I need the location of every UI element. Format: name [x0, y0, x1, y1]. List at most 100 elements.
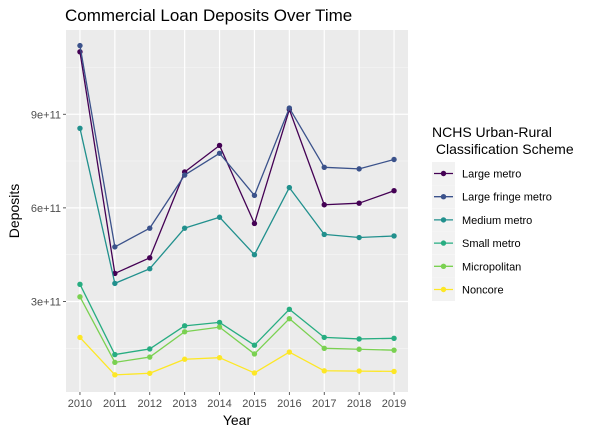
data-point	[356, 346, 362, 352]
x-tick-label: 2017	[312, 398, 336, 410]
data-point	[286, 105, 293, 111]
data-point	[147, 354, 153, 360]
data-point	[112, 359, 118, 366]
data-point	[77, 281, 83, 288]
series-2	[77, 125, 397, 287]
legend-key-point	[440, 263, 447, 269]
series-line	[79, 51, 395, 275]
data-point	[251, 251, 258, 258]
x-tick-label: 2013	[172, 398, 196, 410]
x-axis-title: Year	[223, 412, 252, 428]
plot-panel	[66, 30, 408, 392]
legend-key-point	[440, 194, 447, 200]
series-3	[77, 281, 397, 358]
data-point	[216, 319, 223, 326]
legend-item: Small metro	[432, 231, 521, 255]
data-point	[77, 294, 83, 300]
data-point	[147, 370, 153, 376]
data-point	[77, 334, 83, 341]
legend-key-point	[440, 217, 447, 223]
series-line	[79, 336, 395, 376]
legend: NCHS Urban-Rural Classification Scheme L…	[432, 124, 574, 301]
data-point	[251, 370, 258, 376]
legend-label: Medium metro	[462, 215, 532, 227]
x-tick-label: 2014	[207, 398, 231, 410]
data-point	[286, 315, 293, 322]
data-point	[112, 244, 118, 250]
data-point	[216, 214, 223, 220]
x-tick-label: 2019	[382, 398, 406, 410]
x-tick-label: 2010	[68, 398, 92, 410]
data-point	[321, 164, 327, 171]
data-point	[181, 323, 188, 329]
x-tick-label: 2012	[138, 398, 162, 410]
legend-key-point	[440, 286, 447, 293]
series-line	[79, 45, 395, 248]
series-layer	[77, 42, 397, 378]
data-point	[391, 233, 397, 239]
data-point	[147, 346, 153, 352]
data-point	[147, 225, 153, 231]
y-axis: 3e+11 6e+11 9e+11	[31, 109, 66, 309]
data-point	[356, 368, 362, 374]
series-line	[79, 128, 395, 285]
data-point	[391, 188, 397, 194]
grid-minor	[66, 67, 408, 349]
legend-item: Noncore	[432, 278, 504, 301]
x-tick-label: 2015	[242, 398, 266, 410]
data-point	[216, 354, 223, 361]
data-point	[216, 142, 223, 149]
data-point	[356, 200, 362, 206]
data-point	[181, 225, 188, 231]
data-point	[181, 356, 188, 362]
series-1	[77, 42, 397, 250]
data-point	[251, 351, 258, 357]
data-point	[112, 351, 118, 358]
legend-label: Noncore	[462, 285, 504, 297]
data-point	[356, 336, 362, 342]
y-tick-label: 6e+11	[31, 203, 61, 215]
legend-label: Large metro	[462, 169, 521, 181]
data-point	[251, 342, 258, 348]
data-point	[321, 345, 327, 352]
series-line	[79, 296, 395, 364]
legend-label: Small metro	[462, 238, 521, 250]
data-point	[216, 150, 223, 156]
legend-label: Micropolitan	[462, 261, 521, 273]
data-point	[181, 329, 188, 335]
data-point	[391, 368, 397, 375]
legend-key-point	[440, 240, 447, 246]
data-point	[251, 220, 258, 227]
data-point	[391, 347, 397, 353]
legend-item: Micropolitan	[432, 254, 521, 278]
data-point	[391, 335, 397, 342]
y-tick-label: 9e+11	[31, 109, 61, 121]
y-axis-title: Deposits	[6, 184, 22, 238]
data-point	[356, 234, 362, 241]
data-point	[321, 368, 327, 374]
grid-major	[66, 30, 408, 392]
data-point	[112, 280, 118, 287]
legend-item: Large fringe metro	[432, 185, 552, 209]
x-tick-label: 2018	[347, 398, 371, 410]
legend-label: Large fringe metro	[462, 192, 552, 204]
legend-item: Large metro	[432, 162, 521, 185]
series-5	[77, 334, 397, 378]
y-tick-label: 3e+11	[31, 297, 61, 309]
series-line	[79, 284, 395, 356]
data-point	[286, 349, 293, 355]
data-point	[147, 255, 153, 261]
data-point	[251, 192, 258, 199]
data-point	[356, 166, 362, 172]
chart-title: Commercial Loan Deposits Over Time	[65, 6, 352, 25]
legend-title-line-2: Classification Scheme	[432, 141, 574, 157]
legend-items: Large metro Large fringe metro Medium metr…	[432, 162, 552, 301]
data-point	[216, 324, 223, 330]
data-point	[181, 172, 188, 178]
data-point	[286, 184, 293, 191]
data-point	[286, 306, 293, 313]
data-point	[147, 266, 153, 272]
data-point	[391, 156, 397, 163]
x-tick-label: 2016	[277, 398, 301, 410]
